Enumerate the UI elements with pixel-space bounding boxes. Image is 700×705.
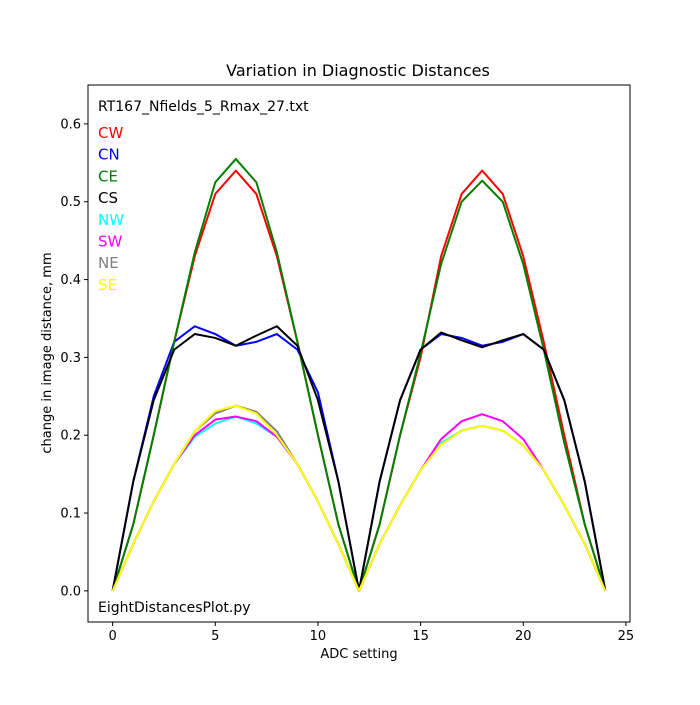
y-axis-label: change in image distance, mm (40, 252, 55, 453)
legend-entry-nw: NW (98, 211, 124, 229)
y-tick-label: 0.6 (60, 117, 81, 132)
series-layer (111, 157, 607, 592)
series-line-se (111, 404, 607, 592)
legend-entry-sw: SW (98, 233, 123, 251)
y-tick-label: 0.3 (60, 351, 81, 366)
y-axis: 0.0 0.1 0.2 0.3 0.4 0.5 0.6 (60, 117, 88, 599)
chart-title: Variation in Diagnostic Distances (226, 61, 490, 80)
x-tick-label: 10 (310, 629, 327, 644)
legend-entry-cw: CW (98, 124, 123, 142)
legend-entry-se: SE (98, 276, 117, 294)
x-tick-label: 0 (108, 629, 116, 644)
file-name-annotation: RT167_Nfields_5_Rmax_27.txt (98, 99, 309, 115)
y-tick-label: 0.2 (60, 429, 81, 444)
legend-entry-cn: CN (98, 146, 120, 164)
y-tick-label: 0.0 (60, 584, 81, 599)
x-tick-label: 20 (515, 629, 532, 644)
script-name-annotation: EightDistancesPlot.py (98, 600, 251, 616)
legend-entry-cs: CS (98, 189, 118, 207)
legend: CW CN CE CS NW SW NE SE (98, 124, 124, 294)
y-tick-label: 0.5 (60, 195, 81, 210)
y-tick-label: 0.4 (60, 273, 81, 288)
x-tick-label: 25 (618, 629, 635, 644)
legend-entry-ne: NE (98, 254, 119, 272)
x-axis-label: ADC setting (320, 647, 397, 662)
legend-entry-ce: CE (98, 167, 118, 185)
x-tick-label: 5 (211, 629, 219, 644)
x-axis: 0 5 10 15 20 25 (108, 622, 634, 644)
x-tick-label: 15 (412, 629, 429, 644)
plot-area-frame (87, 84, 631, 623)
y-tick-label: 0.1 (60, 507, 81, 522)
